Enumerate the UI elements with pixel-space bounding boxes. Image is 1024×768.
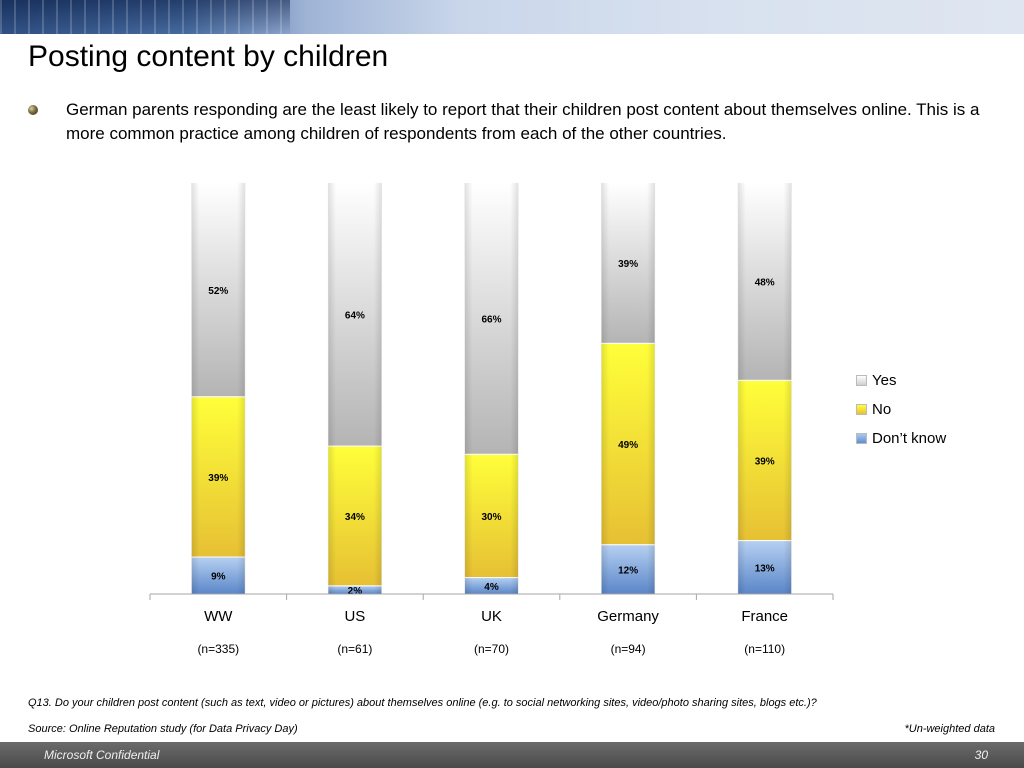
page-number: 30: [974, 748, 988, 762]
data-label-yes-france: 48%: [755, 278, 775, 289]
category-label-germany: Germany: [597, 608, 659, 625]
data-label-dont-know-uk: 4%: [484, 582, 499, 593]
bar-shade-no-ww: [191, 396, 246, 558]
bar-shade-no-germany: [601, 343, 656, 545]
legend-label-no: No: [872, 401, 892, 418]
legend-item-yes: Yes: [856, 366, 946, 395]
category-label-ww: WW: [204, 608, 233, 625]
legend-swatch-yes: [856, 375, 867, 386]
data-label-yes-uk: 66%: [481, 315, 501, 326]
data-label-no-us: 34%: [345, 512, 365, 523]
bar-shade-yes-us: [327, 183, 382, 447]
page-title: Posting content by children: [28, 40, 389, 73]
bar-shade-yes-ww: [191, 183, 246, 397]
sample-size-us: (n=61): [337, 642, 372, 656]
data-label-yes-germany: 39%: [618, 259, 638, 270]
sample-size-ww: (n=335): [197, 642, 239, 656]
bullet-icon: [28, 105, 38, 115]
footer-bar: Microsoft Confidential 30: [0, 742, 1024, 768]
bar-shade-dont-know-ww: [191, 557, 246, 594]
sample-size-germany: (n=94): [611, 642, 646, 656]
data-label-no-uk: 30%: [481, 512, 501, 523]
footer-confidential: Microsoft Confidential: [44, 748, 160, 762]
bar-shade-dont-know-france: [737, 540, 792, 594]
bar-shade-no-uk: [464, 454, 519, 578]
sample-size-uk: (n=70): [474, 642, 509, 656]
bar-shade-no-france: [737, 380, 792, 541]
legend-swatch-dont-know: [856, 433, 867, 444]
bar-shade-dont-know-germany: [601, 544, 656, 594]
data-label-dont-know-germany: 12%: [618, 565, 638, 576]
data-label-dont-know-france: 13%: [755, 563, 775, 574]
legend-item-no: No: [856, 395, 946, 424]
survey-question: Q13. Do your children post content (such…: [28, 697, 817, 709]
bar-shade-yes-france: [737, 183, 792, 381]
header-band: [0, 0, 1024, 34]
data-label-no-france: 39%: [755, 456, 775, 467]
source-note: Source: Online Reputation study (for Dat…: [28, 723, 298, 735]
data-label-yes-us: 64%: [345, 311, 365, 322]
sample-size-france: (n=110): [744, 642, 785, 656]
bullet-text: German parents responding are the least …: [66, 100, 980, 143]
legend-label-dont-know: Don’t know: [872, 430, 947, 447]
stacked-bar-chart: 9% 39% 52% 2% 34% 64% 4% 30% 66% 12% 49% 39% 13% 39% 4…: [149, 182, 834, 656]
category-label-us: US: [344, 608, 365, 625]
category-label-france: France: [741, 608, 788, 625]
legend-label-yes: Yes: [872, 372, 897, 389]
data-note: *Un-weighted data: [904, 723, 995, 735]
bar-shade-yes-germany: [601, 183, 656, 344]
chart-legend: Yes No Don’t know: [856, 366, 946, 453]
bar-shade-dont-know-uk: [464, 577, 519, 594]
bar-shade-yes-uk: [464, 183, 519, 455]
legend-item-dont-know: Don’t know: [856, 424, 946, 453]
bar-shade-dont-know-us: [327, 585, 382, 594]
data-label-yes-ww: 52%: [208, 286, 228, 297]
bar-shade-no-us: [327, 446, 382, 586]
data-label-no-ww: 39%: [208, 473, 228, 484]
header-building-image: [0, 0, 290, 34]
legend-swatch-no: [856, 404, 867, 415]
data-label-dont-know-ww: 9%: [211, 572, 226, 583]
data-label-no-germany: 49%: [618, 440, 638, 451]
category-label-uk: UK: [481, 608, 502, 625]
data-label-dont-know-us: 2%: [348, 586, 363, 597]
